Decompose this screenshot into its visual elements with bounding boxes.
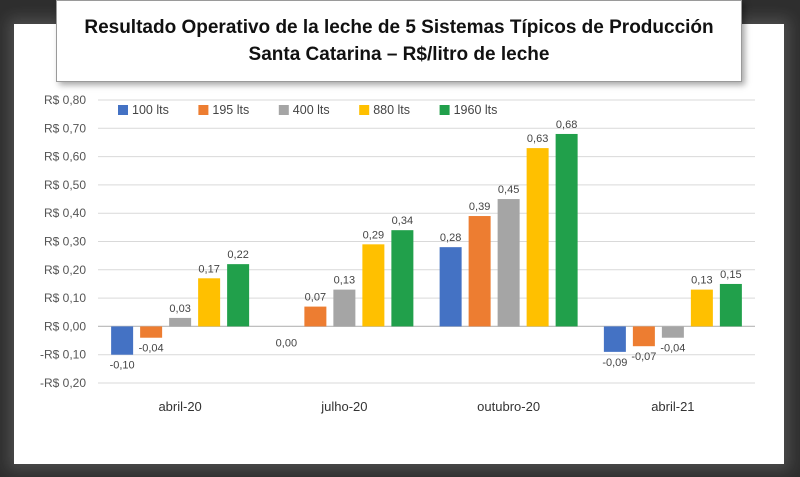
legend-label: 400 lts: [293, 103, 330, 117]
y-tick-label: R$ 0,60: [44, 150, 86, 164]
legend-swatch: [278, 105, 289, 115]
data-label: 0,34: [392, 215, 413, 227]
data-label: 0,17: [198, 263, 219, 275]
data-label: -0,04: [139, 343, 164, 355]
y-tick-label: -R$ 0,10: [40, 348, 86, 362]
legend-label: 100 lts: [132, 103, 169, 117]
data-label: 0,63: [527, 133, 548, 145]
bar-400-lts: [661, 326, 684, 338]
y-tick-label: R$ 0,40: [44, 206, 86, 220]
data-label: 0,29: [363, 229, 384, 241]
data-label: 0,45: [498, 184, 519, 196]
data-label: 0,39: [469, 201, 490, 213]
chart-title-box: Resultado Operativo de la leche de 5 Sis…: [56, 0, 742, 82]
bar-880-lts: [362, 244, 385, 327]
bar-100-lts: [603, 326, 626, 352]
data-label: -0,04: [660, 343, 685, 355]
data-label: 0,22: [227, 249, 248, 261]
bar-400-lts: [497, 199, 520, 327]
data-label: 0,28: [440, 232, 461, 244]
bar-1960-lts: [555, 133, 578, 327]
bar-400-lts: [333, 289, 356, 327]
legend-label: 195 lts: [212, 103, 249, 117]
y-tick-label: R$ 0,80: [44, 93, 86, 107]
bar-100-lts: [439, 247, 462, 327]
data-label: 0,15: [720, 269, 741, 281]
bar-1960-lts: [719, 283, 742, 327]
bar-880-lts: [198, 278, 221, 327]
chart-title-line-1: Resultado Operativo de la leche de 5 Sis…: [84, 17, 714, 38]
data-label: -0,09: [602, 357, 627, 369]
bar-400-lts: [169, 317, 192, 327]
y-tick-label: R$ 0,00: [44, 319, 86, 333]
category-label: outubro-20: [477, 399, 540, 414]
bar-195-lts: [632, 326, 655, 347]
bar-1960-lts: [391, 230, 414, 327]
category-label: abril-20: [158, 399, 201, 414]
y-tick-label: R$ 0,50: [44, 178, 86, 192]
legend-swatch: [439, 105, 450, 115]
data-label: 0,07: [305, 292, 326, 304]
category-label: julho-20: [320, 399, 367, 414]
category-label: abril-21: [651, 399, 694, 414]
bar-1960-lts: [227, 264, 250, 327]
data-label: -0,10: [110, 360, 135, 372]
bar-195-lts: [468, 216, 491, 327]
y-tick-label: -R$ 0,20: [40, 376, 86, 390]
bar-195-lts: [140, 326, 163, 338]
data-label: 0,68: [556, 119, 577, 131]
bar-195-lts: [304, 306, 327, 327]
bar-880-lts: [690, 289, 713, 327]
y-tick-label: R$ 0,20: [44, 263, 86, 277]
bar-880-lts: [526, 148, 549, 327]
bar-100-lts: [111, 326, 134, 355]
data-label: -0,07: [631, 351, 656, 363]
legend-label: 1960 lts: [454, 103, 498, 117]
data-label: 0,00: [276, 337, 297, 349]
chart-title-line-2: Santa Catarina – R$/litro de leche: [248, 44, 550, 65]
data-label: 0,13: [334, 275, 355, 287]
y-tick-label: R$ 0,30: [44, 235, 86, 249]
legend-swatch: [118, 105, 128, 115]
legend-swatch: [359, 105, 370, 115]
data-label: 0,13: [691, 275, 712, 287]
legend-swatch: [198, 105, 209, 115]
data-label: 0,03: [169, 303, 190, 315]
y-tick-label: R$ 0,10: [44, 291, 86, 305]
legend-label: 880 lts: [373, 103, 410, 117]
y-tick-label: R$ 0,70: [44, 121, 86, 135]
